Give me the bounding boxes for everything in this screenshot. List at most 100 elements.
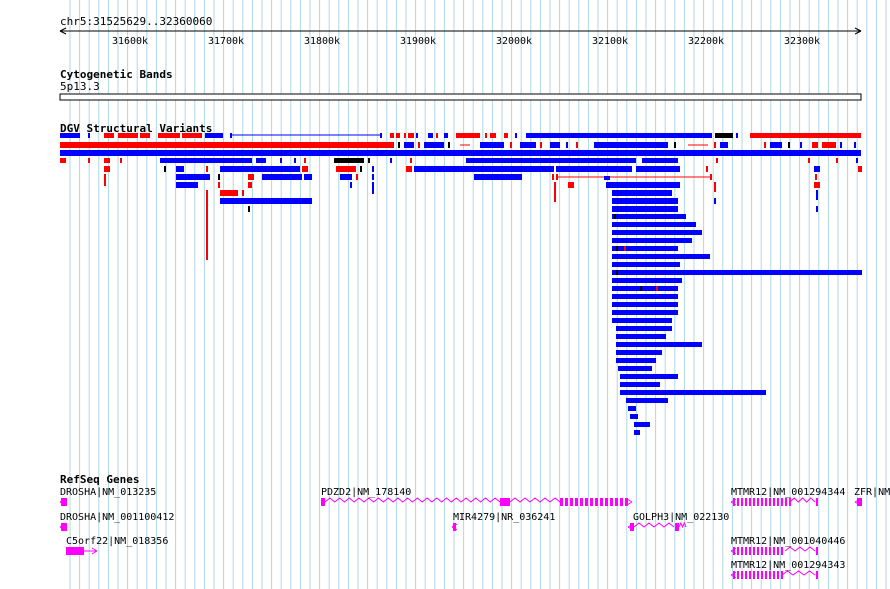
- cytoband-bar[interactable]: [59, 93, 862, 101]
- dgv-variant[interactable]: [396, 133, 400, 138]
- dgv-variant[interactable]: [540, 142, 542, 148]
- dgv-variant[interactable]: [520, 142, 536, 148]
- dgv-variant[interactable]: [616, 342, 702, 347]
- dgv-variant[interactable]: [815, 174, 817, 180]
- dgv-variant[interactable]: [612, 222, 696, 227]
- dgv-variant[interactable]: [160, 158, 252, 163]
- dgv-variant[interactable]: [814, 166, 820, 172]
- dgv-variant[interactable]: [176, 182, 198, 188]
- dgv-variant[interactable]: [612, 270, 862, 275]
- dgv-variant[interactable]: [630, 414, 638, 419]
- dgv-variant[interactable]: [674, 142, 676, 148]
- gene-glyphs[interactable]: [59, 497, 862, 579]
- dgv-variant[interactable]: [466, 158, 636, 163]
- dgv-variant[interactable]: [88, 158, 90, 163]
- dgv-variant[interactable]: [616, 334, 666, 339]
- cytoband-track[interactable]: Cytogenetic Bands 5p13.3: [59, 68, 862, 101]
- dgv-variant[interactable]: [640, 286, 642, 291]
- dgv-variant[interactable]: [822, 142, 836, 148]
- gene-label-pdzd2[interactable]: PDZD2|NM_178140: [321, 487, 411, 498]
- gene-label-c5orf22[interactable]: C5orf22|NM_018356: [66, 536, 168, 547]
- dgv-variant[interactable]: [176, 174, 210, 180]
- dgv-variant[interactable]: [706, 166, 708, 172]
- dgv-variant[interactable]: [616, 270, 618, 275]
- dgv-variant[interactable]: [368, 158, 370, 163]
- dgv-variant[interactable]: [140, 133, 150, 138]
- dgv-variant[interactable]: [720, 142, 728, 148]
- dgv-variant[interactable]: [230, 133, 232, 138]
- dgv-variant[interactable]: [612, 294, 678, 299]
- dgv-variant[interactable]: [182, 133, 202, 138]
- dgv-variant[interactable]: [88, 133, 90, 138]
- dgv-variant[interactable]: [304, 158, 306, 163]
- dgv-variant[interactable]: [340, 174, 352, 180]
- dgv-variant[interactable]: [485, 133, 487, 138]
- dgv-variant[interactable]: [510, 142, 512, 148]
- dgv-variant[interactable]: [556, 166, 632, 172]
- dgv-variant[interactable]: [398, 142, 400, 148]
- dgv-variant[interactable]: [612, 278, 682, 283]
- dgv-variant[interactable]: [404, 133, 406, 138]
- dgv-variant[interactable]: [812, 142, 818, 148]
- dgv-variant[interactable]: [242, 190, 244, 196]
- dgv-variant[interactable]: [206, 190, 208, 260]
- dgv-variant[interactable]: [176, 166, 184, 172]
- dgv-variant[interactable]: [206, 166, 208, 172]
- dgv-variant[interactable]: [710, 174, 712, 180]
- dgv-variant[interactable]: [604, 176, 610, 180]
- dgv-variant[interactable]: [626, 398, 668, 403]
- dgv-variant[interactable]: [656, 286, 658, 291]
- gene-label-golph3[interactable]: GOLPH3|NM_022130: [633, 512, 729, 523]
- dgv-variant[interactable]: [448, 142, 450, 148]
- dgv-variant[interactable]: [60, 158, 66, 163]
- dgv-variant[interactable]: [552, 174, 554, 180]
- dgv-variant[interactable]: [60, 142, 394, 148]
- dgv-variant[interactable]: [350, 182, 352, 188]
- dgv-variant[interactable]: [736, 133, 738, 138]
- dgv-variant[interactable]: [715, 133, 733, 138]
- dgv-variant[interactable]: [618, 366, 652, 371]
- dgv-variant[interactable]: [614, 214, 616, 219]
- gene-label-mtmr12-1[interactable]: MTMR12|NM_001294344: [731, 487, 845, 498]
- dgv-variant[interactable]: [218, 174, 220, 180]
- dgv-variant[interactable]: [526, 133, 712, 138]
- dgv-variant[interactable]: [612, 214, 686, 219]
- dgv-variant[interactable]: [612, 246, 678, 251]
- dgv-variant[interactable]: [158, 133, 180, 138]
- dgv-variant[interactable]: [568, 182, 574, 188]
- dgv-variant[interactable]: [714, 198, 716, 204]
- dgv-variant[interactable]: [840, 142, 842, 148]
- dgv-variant[interactable]: [606, 182, 680, 188]
- dgv-variant[interactable]: [624, 246, 626, 251]
- dgv-variant[interactable]: [104, 166, 110, 172]
- dgv-variant[interactable]: [304, 174, 312, 180]
- dgv-variant[interactable]: [406, 166, 412, 172]
- dgv-variant[interactable]: [836, 158, 838, 163]
- dgv-variant[interactable]: [444, 133, 448, 138]
- dgv-variant[interactable]: [248, 206, 250, 212]
- gene-label-drosha-1[interactable]: DROSHA|NM_013235: [60, 487, 156, 498]
- ruler[interactable]: chr5:31525629..32360060 31600k 31700k 3180…: [59, 15, 862, 47]
- dgv-variant[interactable]: [770, 142, 782, 148]
- dgv-variant[interactable]: [490, 133, 496, 138]
- dgv-variant[interactable]: [808, 158, 810, 163]
- dgv-variant[interactable]: [750, 133, 861, 138]
- dgv-variant[interactable]: [642, 158, 678, 163]
- dgv-variant[interactable]: [480, 142, 504, 148]
- dgv-variant[interactable]: [612, 318, 672, 323]
- dgv-variant[interactable]: [594, 142, 668, 148]
- dgv-variant[interactable]: [816, 206, 818, 212]
- dgv-variant[interactable]: [372, 174, 374, 180]
- dgv-variant[interactable]: [612, 286, 678, 291]
- dgv-variant[interactable]: [120, 158, 122, 163]
- dgv-variant[interactable]: [858, 166, 862, 172]
- dgv-variant[interactable]: [616, 350, 662, 355]
- dgv-variant[interactable]: [302, 166, 308, 172]
- dgv-variant[interactable]: [60, 150, 861, 156]
- gene-label-drosha-2[interactable]: DROSHA|NM_001100412: [60, 512, 174, 523]
- dgv-variant[interactable]: [248, 182, 252, 188]
- dgv-variant[interactable]: [612, 198, 678, 204]
- gene-label-mtmr12-2[interactable]: MTMR12|NM_001040446: [731, 536, 845, 547]
- dgv-variant[interactable]: [390, 133, 394, 138]
- dgv-variant[interactable]: [716, 158, 718, 163]
